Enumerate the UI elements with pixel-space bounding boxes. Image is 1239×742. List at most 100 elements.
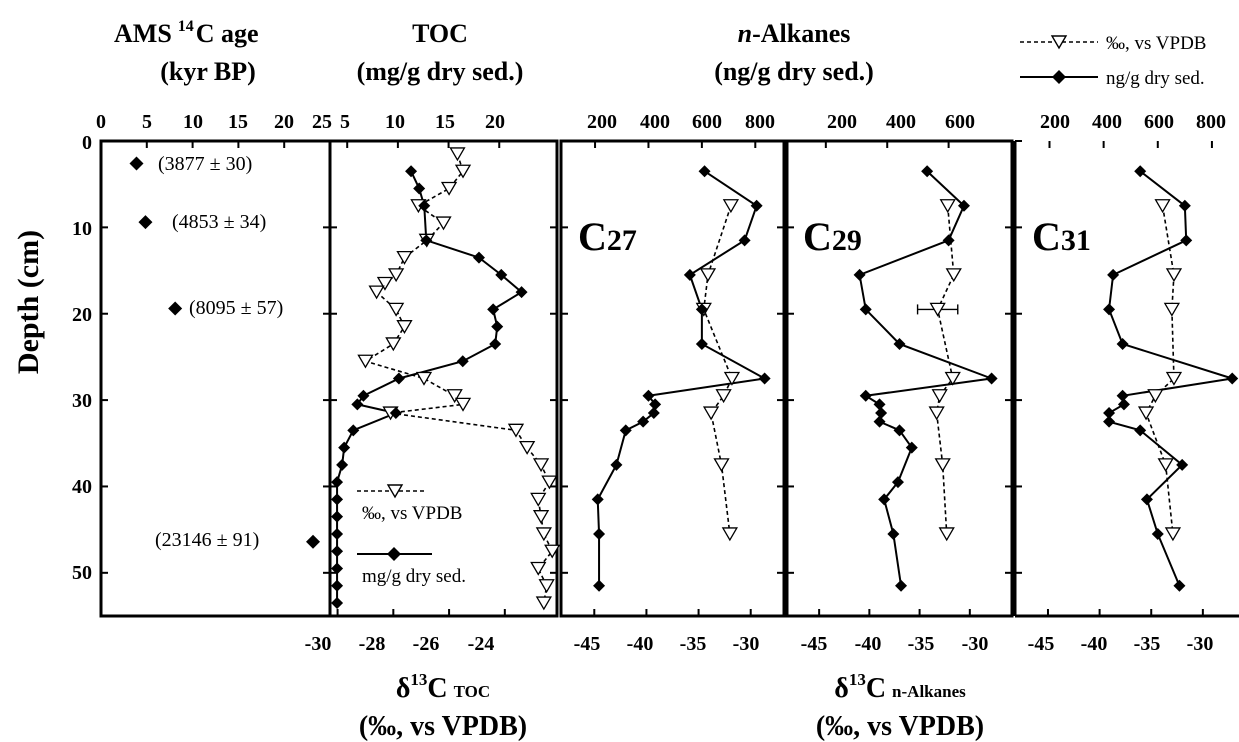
alk-sub: n-Alkanes	[892, 682, 966, 701]
toc-title: TOC	[412, 19, 468, 48]
c27-label-c: C	[578, 214, 607, 259]
age-units: (kyr BP)	[160, 57, 256, 86]
c31-concentration-point	[1134, 165, 1147, 178]
c27-conc-tick-label: 800	[745, 111, 775, 133]
c27-concentration-point	[758, 372, 771, 385]
c27-iso-tick-label: -45	[574, 633, 601, 655]
c27-delta13c-point	[713, 458, 730, 473]
c27-concentration-point	[637, 415, 650, 428]
c27-delta13c-point	[722, 199, 740, 214]
c27-concentration-point	[695, 337, 708, 350]
c31-delta13c-point	[1163, 302, 1181, 317]
toc-iso-tick-label: -26	[413, 633, 440, 655]
toc-concentration-point	[491, 320, 504, 333]
c29-concentration-point	[895, 579, 908, 592]
toc-concentration-point	[389, 407, 402, 420]
toc-conc-tick-label: 20	[485, 111, 505, 133]
toc-concentration-point	[331, 493, 344, 506]
c29-delta13c-point	[938, 527, 955, 542]
c27-concentration-point	[593, 527, 606, 540]
age-tick-label: 20	[274, 111, 294, 133]
c27-label-number: 27	[607, 224, 637, 257]
toc-concentration-point	[331, 579, 344, 592]
c29-concentration-point	[985, 372, 998, 385]
c27-concentration-point	[647, 407, 660, 420]
toc-delta13c-point	[507, 423, 525, 438]
age-tick-label: 10	[183, 111, 203, 133]
toc-delta13c-point	[532, 510, 550, 524]
c31-conc-tick-label: 400	[1092, 111, 1122, 133]
c29-concentration-point	[891, 476, 904, 489]
c31-concentration-point	[1134, 424, 1147, 437]
c31-delta13c-point	[1164, 527, 1182, 542]
data-layer	[100, 141, 1239, 616]
c31-delta13c-line	[1145, 205, 1175, 535]
toc-delta13c-point	[357, 354, 374, 369]
toc-concentration-point	[336, 458, 349, 471]
c27-delta13c-point	[723, 371, 741, 386]
toc-panel-frame	[328, 139, 559, 618]
c27-concentration-point	[695, 303, 708, 316]
y-tick-label: 40	[72, 476, 92, 498]
c29-concentration-point	[859, 303, 872, 316]
age-tick-label: 0	[96, 111, 106, 133]
c29-concentration-line	[858, 170, 992, 586]
c29-iso-tick-label: -40	[855, 633, 882, 655]
toc-concentration-point	[456, 355, 469, 368]
c31-delta13c-point	[1157, 458, 1174, 473]
toc-legend: ‰, vs VPDB mg/g dry sed.	[357, 484, 466, 587]
toc-iso-tick-label: -24	[468, 633, 495, 655]
alkanes-title-n: n	[738, 19, 752, 48]
c27-conc-tick-label: 200	[587, 111, 617, 133]
c31-delta13c-point	[1165, 371, 1183, 386]
legend-conc-diamond	[1052, 70, 1066, 84]
c29-concentration-point	[905, 441, 918, 454]
age-tick-label: 25	[312, 111, 332, 133]
c29-iso-tick-label: -45	[801, 633, 828, 655]
c31-concentration-point	[1178, 199, 1191, 212]
age-title-superscript: 14	[178, 18, 194, 35]
svg-text:n-Alkanes: n-Alkanes	[738, 19, 851, 48]
toc-concentration-point	[351, 398, 364, 411]
toc-iso-axis-units: (‰, vs VPDB)	[359, 711, 527, 742]
c29-delta13c-line	[935, 205, 955, 535]
c29-concentration-point	[942, 234, 955, 247]
toc-delta13c-point	[396, 250, 413, 265]
age-title-c-age: C age	[196, 19, 259, 48]
c29-concentration-point	[893, 424, 906, 437]
toc-delta13c-point	[387, 302, 405, 317]
toc-concentration-point	[331, 545, 344, 558]
c29-delta13c-point	[944, 371, 961, 386]
c31-iso-tick-label: -40	[1081, 633, 1108, 655]
alkanes-iso-axis-units: (‰, vs VPDB)	[816, 711, 984, 742]
alk-sup: 13	[849, 670, 866, 689]
toc-delta13c-point	[544, 544, 561, 559]
c29-label-number: 29	[832, 224, 862, 257]
legend-iso-triangle	[1050, 35, 1068, 50]
toc-concentration-point	[515, 286, 528, 299]
toc-delta13c-point	[530, 492, 547, 507]
toc-concentration-point	[347, 424, 360, 437]
c27-iso-tick-label: -40	[627, 633, 654, 655]
c27-concentration-point	[738, 234, 751, 247]
toc-concentration-point	[331, 597, 344, 610]
toc-concentration-point	[489, 337, 502, 350]
c29-panel-label: C29	[803, 214, 862, 259]
c29-concentration-point	[873, 415, 886, 428]
c27-concentration-point	[649, 398, 662, 411]
legend-iso-label: ‰, vs VPDB	[1106, 33, 1206, 54]
age-tick-label: 5	[142, 111, 152, 133]
toc-delta13c-point	[385, 337, 402, 352]
toc-delta13c-point	[532, 458, 550, 473]
toc-concentration-point	[472, 251, 485, 264]
c31-panel-label: C31	[1032, 214, 1091, 259]
toc-conc-tick-label: 15	[435, 111, 455, 133]
c27-delta13c-line	[702, 205, 733, 535]
c31-concentration-point	[1140, 493, 1153, 506]
c31-concentration-point	[1173, 579, 1186, 592]
c29-concentration-point	[878, 493, 891, 506]
c27-delta13c-point	[699, 268, 717, 283]
toc-delta13c-point	[541, 475, 558, 490]
c29-concentration-point	[887, 527, 900, 540]
c29-iso-tick-label: -35	[908, 633, 935, 655]
